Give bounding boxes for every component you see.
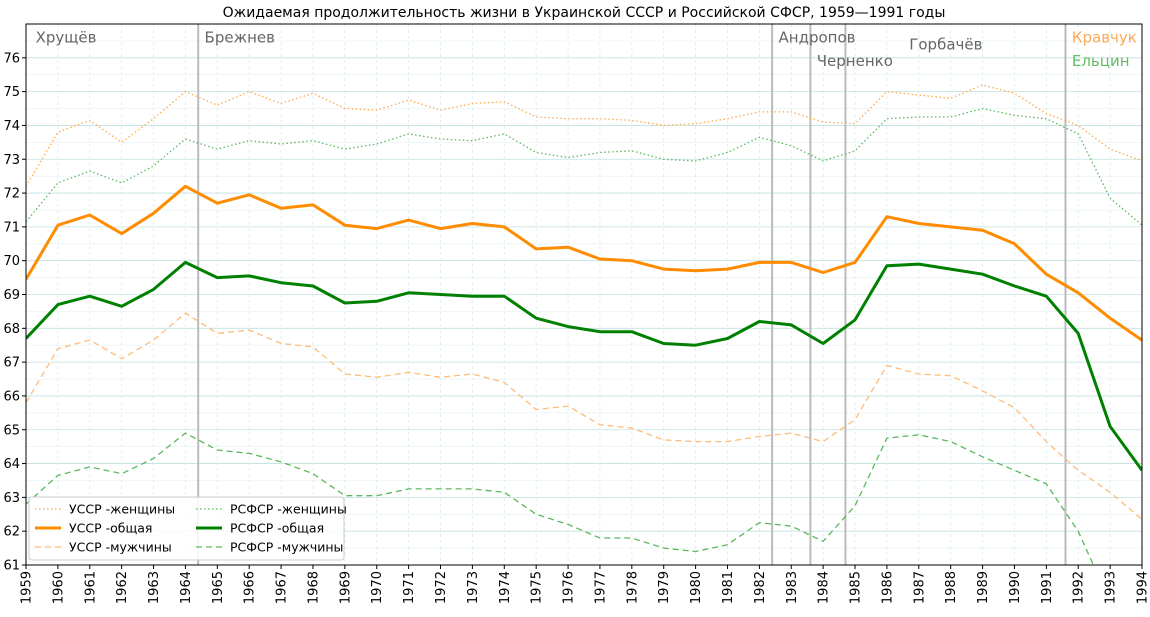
legend-label: УССР -женщины	[69, 502, 175, 517]
x-tick-label: 1975	[530, 571, 545, 604]
x-tick-label: 1984	[817, 571, 832, 604]
series-line	[26, 184, 1142, 342]
x-tick-label: 1993	[1104, 571, 1119, 604]
x-tick-label: 1991	[1040, 571, 1055, 604]
series-line	[26, 432, 1095, 565]
x-tick-label: 1986	[880, 571, 895, 604]
x-tick-label: 1985	[849, 571, 864, 604]
y-tick-label: 69	[3, 288, 20, 303]
y-tick-label: 68	[3, 322, 20, 337]
y-axis: 61 62 63 64 65 66 67 68 69 70 71 72 73 74 75 76	[3, 51, 26, 574]
series-line	[26, 84, 1142, 187]
x-tick-label: 1987	[912, 571, 927, 604]
y-tick-label: 65	[3, 423, 20, 438]
series-line	[26, 260, 1142, 472]
leader-label: Брежнев	[205, 29, 275, 47]
x-tick-label: 1977	[593, 571, 608, 604]
x-tick-label: 1978	[625, 571, 640, 604]
x-tick-label: 1982	[753, 571, 768, 604]
x-tick-label: 1994	[1136, 571, 1150, 604]
x-tick-label: 1965	[211, 571, 226, 604]
x-tick-label: 1969	[338, 571, 353, 604]
leader-label: Андропов	[779, 29, 856, 47]
series-line	[26, 312, 1142, 520]
leader-label: Горбачёв	[909, 35, 982, 53]
x-tick-label: 1962	[115, 571, 130, 604]
x-tick-label: 1970	[370, 571, 385, 604]
y-tick-label: 62	[3, 525, 20, 540]
x-tick-label: 1990	[1008, 571, 1023, 604]
x-tick-label: 1968	[306, 571, 321, 604]
x-tick-label: 1976	[562, 571, 577, 604]
y-tick-label: 70	[3, 254, 20, 269]
x-tick-label: 1981	[721, 571, 736, 604]
y-tick-label: 63	[3, 491, 20, 506]
y-tick-label: 74	[3, 119, 20, 134]
x-axis: 1959 1960 1961 1962 1963 1964 1965 1966 1967 1968…	[20, 565, 1150, 604]
y-tick-label: 67	[3, 356, 20, 371]
x-tick-label: 1959	[20, 571, 35, 604]
x-tick-label: 1973	[466, 571, 481, 604]
leader-label: Хрущёв	[36, 29, 97, 47]
legend-label: РСФСР -мужчины	[230, 540, 343, 555]
x-tick-label: 1979	[657, 571, 672, 604]
y-tick-label: 66	[3, 389, 20, 404]
legend-label: УССР -общая	[69, 521, 152, 536]
leader-labels: Хрущёв Брежнев Андропов Черненко Горбачёв Кра…	[36, 29, 1137, 71]
x-tick-label: 1971	[402, 571, 417, 604]
series-line	[26, 107, 1142, 226]
series-lines	[26, 84, 1142, 565]
x-tick-label: 1983	[785, 571, 800, 604]
y-tick-label: 75	[3, 85, 20, 100]
x-tick-label: 1980	[689, 571, 704, 604]
leader-lines	[197, 24, 1067, 565]
x-tick-label: 1974	[498, 571, 513, 604]
y-tick-label: 72	[3, 187, 20, 202]
legend-label: РСФСР -общая	[230, 521, 324, 536]
x-tick-label: 1961	[83, 571, 98, 604]
y-tick-label: 71	[3, 220, 20, 235]
y-tick-label: 64	[3, 457, 20, 472]
x-tick-label: 1992	[1072, 571, 1087, 604]
x-tick-label: 1963	[147, 571, 162, 604]
x-tick-label: 1988	[944, 571, 959, 604]
chart-title: Ожидаемая продолжительность жизни в Укра…	[223, 5, 946, 21]
legend-box	[28, 496, 345, 561]
legend: УССР -женщины УССР -общая УССР -мужчины РСФ…	[28, 496, 347, 561]
legend-label: УССР -мужчины	[69, 540, 172, 555]
leader-label: Кравчук	[1072, 29, 1137, 47]
y-tick-label: 73	[3, 153, 20, 168]
leader-label: Ельцин	[1072, 52, 1130, 70]
y-tick-label: 76	[3, 51, 20, 66]
x-tick-label: 1966	[243, 571, 258, 604]
x-tick-label: 1972	[434, 571, 449, 604]
y-tick-label: 61	[3, 559, 20, 574]
leader-label: Черненко	[817, 52, 893, 70]
x-tick-label: 1964	[179, 571, 194, 604]
x-tick-label: 1967	[275, 571, 290, 604]
x-tick-label: 1960	[51, 571, 66, 604]
legend-label: РСФСР -женщины	[230, 502, 347, 517]
x-tick-label: 1989	[976, 571, 991, 604]
